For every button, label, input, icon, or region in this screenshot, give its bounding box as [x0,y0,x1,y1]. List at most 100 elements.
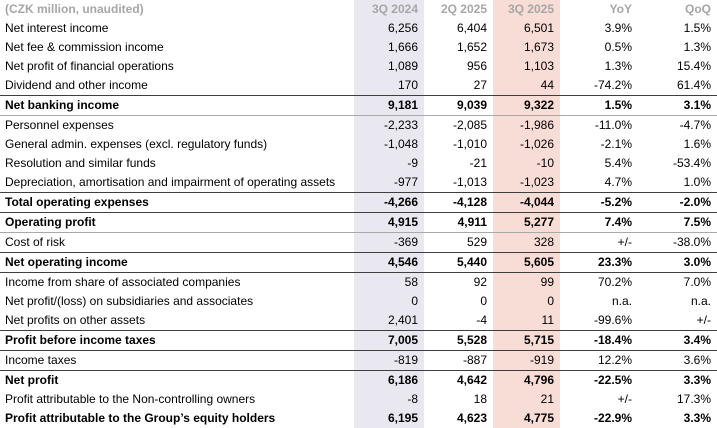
row-label: Net interest income [5,21,109,35]
value-qoq: 3.4% [638,330,717,351]
value-qoq: -53.4% [672,156,711,170]
value-3q2025: 6,501 [493,19,560,38]
value-3q2024: -977 [354,173,424,193]
value-2q2025: -887 [462,353,487,367]
value-yoy: 70.2% [597,275,632,289]
unit-label: (CZK million, unaudited) [5,2,144,16]
value-3q2025: -10 [493,154,560,173]
row-label: Net operating income [0,252,354,273]
value-2q2025: 529 [466,235,487,249]
row-label: Net banking income [0,95,354,116]
table-row: Net profit of financial operations 1,089 9… [0,57,717,76]
column-header-qoq: QoQ [685,2,711,16]
value-qoq: 3.0% [638,252,717,273]
row-label: Net profits on other assets [5,313,146,327]
value-yoy: 4.7% [604,175,632,189]
value-yoy: -2.1% [600,137,632,151]
value-qoq: 3.1% [638,95,717,116]
value-qoq: -2.0% [638,192,717,213]
value-3q2024: 1,089 [354,57,424,76]
value-yoy: -11.0% [594,118,632,132]
value-qoq: 17.3% [676,392,711,406]
value-yoy: -74.2% [593,78,632,92]
value-2q2025: 956 [466,59,487,73]
value-qoq: -38.0% [672,235,711,249]
row-label: Net profit/(loss) on subsidiaries and as… [5,294,254,308]
value-3q2025: 1,103 [493,57,560,76]
value-3q2024: 7,005 [354,330,424,351]
value-qoq: 1.6% [683,137,711,151]
table-row: Net operating income 4,546 5,440 5,605 23.3%… [0,252,717,273]
value-3q2024: 6,186 [354,370,424,390]
row-label: Operating profit [0,212,354,233]
value-qoq: 1.3% [683,40,711,54]
column-header-yoy: YoY [609,2,632,16]
value-3q2024: -819 [354,350,424,371]
value-2q2025: -2,085 [452,118,487,132]
value-qoq: +/- [696,313,711,327]
value-2q2025: -1,010 [452,137,487,151]
table-row: Net banking income 9,181 9,039 9,322 1.5% 3.1… [0,95,717,116]
value-2q2025: 9,039 [424,95,493,116]
value-yoy: 0.5% [604,40,632,54]
value-3q2025: 4,796 [493,370,560,390]
value-3q2024: 1,666 [354,38,424,57]
value-2q2025: 5,528 [424,330,493,351]
value-qoq: n.a. [690,294,711,308]
value-3q2024: -1,048 [354,135,424,154]
value-3q2025: 99 [493,272,560,292]
value-qoq: 1.0% [683,175,711,189]
value-3q2025: -1,023 [493,173,560,193]
value-yoy: 12.2% [597,353,632,367]
row-label: Personnel expenses [5,118,114,132]
value-3q2024: 170 [354,76,424,96]
row-label: Net fee & commission income [5,40,164,54]
value-yoy: -22.5% [560,370,638,390]
row-label: Total operating expenses [0,192,354,213]
row-label: Income from share of associated companie… [5,275,241,289]
row-label: Cost of risk [5,235,66,249]
value-3q2025: 0 [493,292,560,311]
value-qoq: 3.3% [638,370,717,390]
table-row: Depreciation, amortisation and impairmen… [0,173,717,193]
value-3q2024: 2,401 [354,311,424,331]
row-label: Net profit [0,370,354,390]
row-label: Dividend and other income [5,78,148,92]
value-3q2025: -4,044 [493,192,560,213]
value-3q2025: -1,986 [493,115,560,135]
value-qoq: -4.7% [679,118,711,132]
table-row: Net profits on other assets 2,401 -4 11 -99.… [0,311,717,331]
value-yoy: 5.4% [604,156,632,170]
value-2q2025: -1,013 [452,175,487,189]
value-3q2024: -369 [354,232,424,253]
value-3q2025: 1,673 [493,38,560,57]
table-row: Total operating expenses -4,266 -4,128 -4,0… [0,192,717,213]
table-row: Personnel expenses -2,233 -2,085 -1,986 -11.… [0,115,717,135]
value-3q2024: 0 [354,292,424,311]
value-yoy: n.a. [611,294,632,308]
table-row: Net fee & commission income 1,666 1,652 1,6… [0,38,717,57]
value-yoy: 1.3% [604,59,632,73]
value-2q2025: -21 [469,156,487,170]
value-2q2025: 0 [480,294,487,308]
value-3q2025: 5,277 [493,212,560,233]
value-2q2025: 1,652 [456,40,487,54]
value-yoy: +/- [617,392,632,406]
value-yoy: -18.4% [560,330,638,351]
table-header-row: (CZK million, unaudited) 3Q 2024 2Q 2025… [0,0,717,19]
table-row: Resolution and similar funds -9 -21 -10 5.4%… [0,154,717,173]
value-3q2024: 4,915 [354,212,424,233]
value-2q2025: -4,128 [424,192,493,213]
table-row: Cost of risk -369 529 328 +/- -38.0% [0,232,717,253]
table-row: Income taxes -819 -887 -919 12.2% 3.6% [0,350,717,371]
value-3q2025: 44 [493,76,560,96]
value-2q2025: 18 [473,392,487,406]
table-row: Net interest income 6,256 6,404 6,501 3.9% 1.… [0,19,717,38]
value-qoq: 15.4% [676,59,711,73]
table-row: Operating profit 4,915 4,911 5,277 7.4% 7.5% [0,212,717,233]
column-header-2q2025: 2Q 2025 [440,2,487,16]
value-yoy: 1.5% [560,95,638,116]
value-yoy: -5.2% [560,192,638,213]
value-2q2025: 4,642 [424,370,493,390]
